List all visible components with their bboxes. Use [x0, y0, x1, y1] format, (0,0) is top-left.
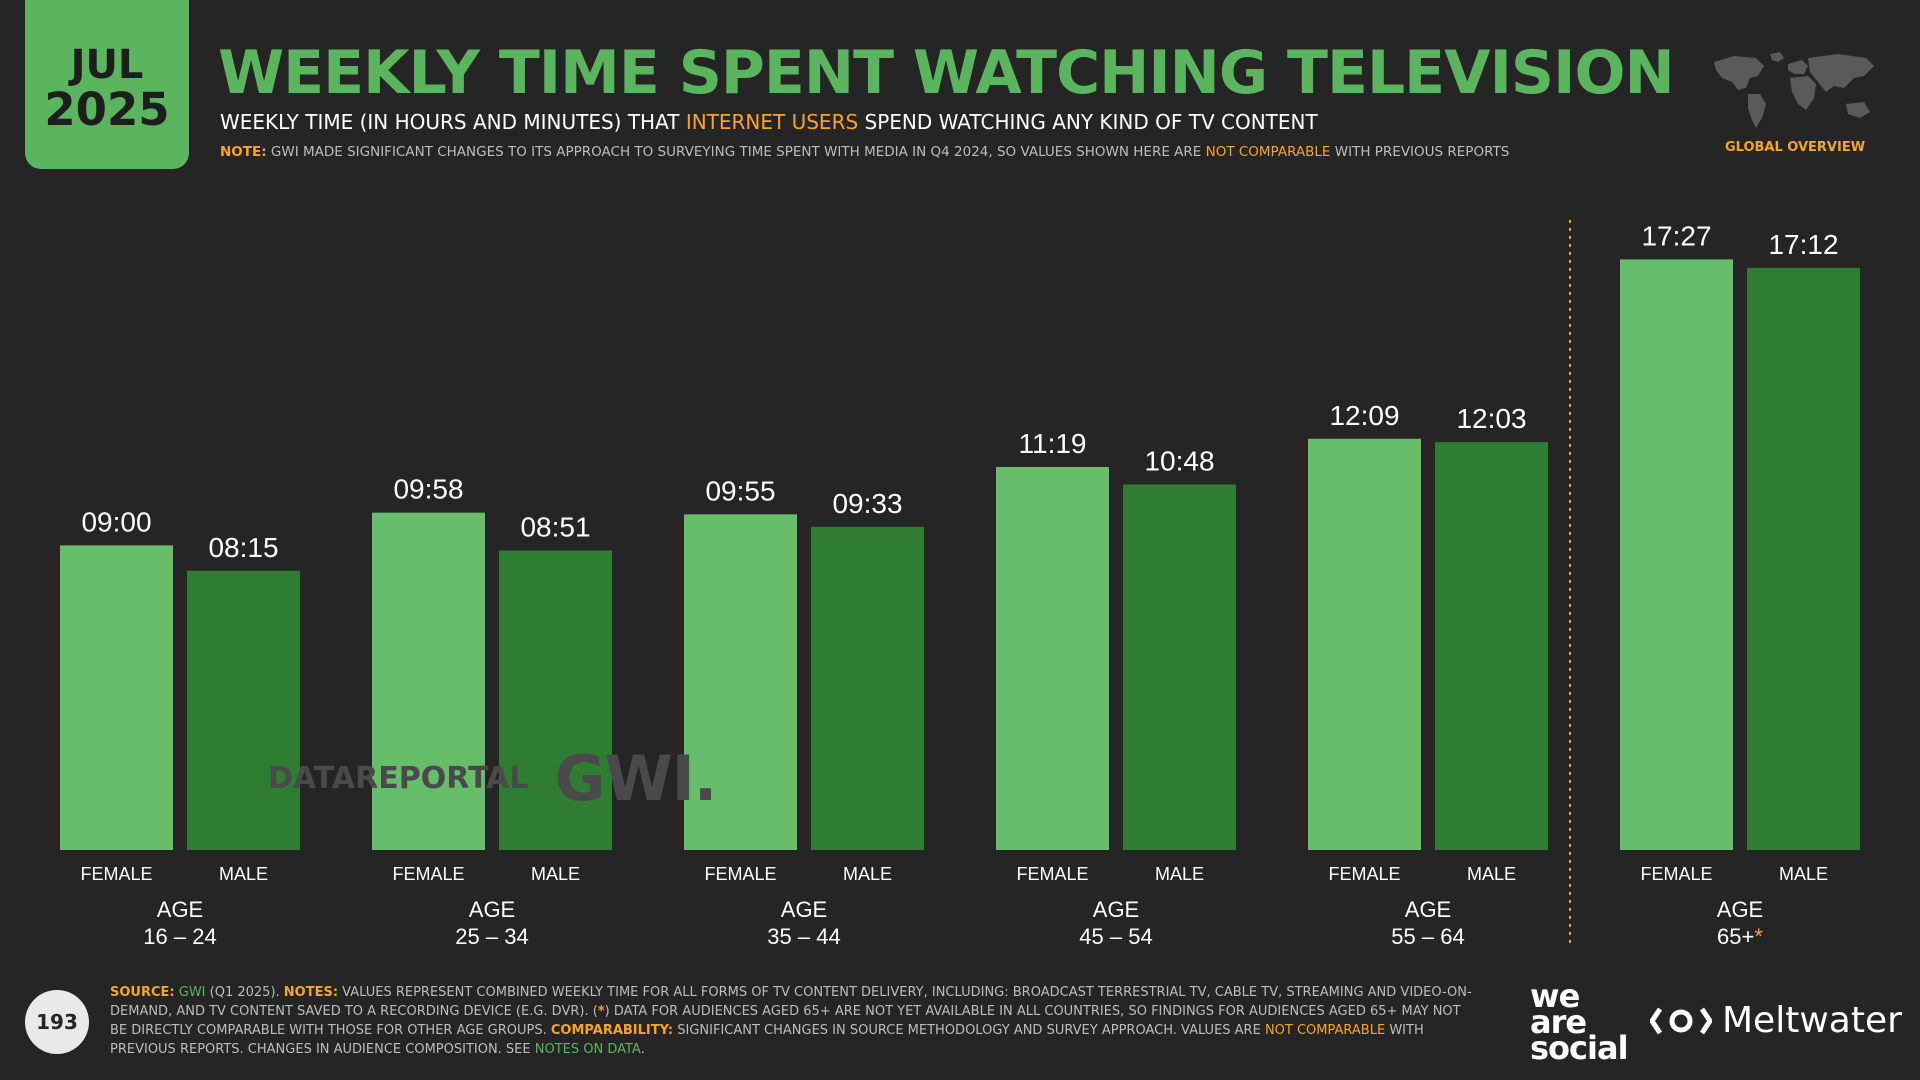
- age-category-5: 65+*: [1717, 924, 1763, 949]
- value-label-male-4: 12:03: [1456, 403, 1526, 434]
- meltwater-logo: Meltwater: [1650, 1000, 1902, 1041]
- comparability-text: SIGNIFICANT CHANGES IN SOURCE METHODOLOG…: [673, 1023, 1265, 1038]
- bar-male-3: [1123, 484, 1236, 850]
- note-label: NOTE:: [220, 144, 267, 160]
- page-subtitle: WEEKLY TIME (IN HOURS AND MINUTES) THAT …: [220, 110, 1318, 134]
- region-label: GLOBAL OVERVIEW: [1724, 140, 1866, 155]
- bar-male-1: [499, 550, 612, 850]
- bar-male-5: [1747, 267, 1860, 850]
- bar-female-1: [372, 512, 485, 850]
- comparability-post: WITH PREVIOUS REPORTS. CHANGES IN AUDIEN…: [110, 1023, 1424, 1057]
- bar-female-4: [1308, 438, 1421, 850]
- methodology-note: NOTE: GWI MADE SIGNIFICANT CHANGES TO IT…: [220, 144, 1509, 160]
- value-label-female-0: 09:00: [81, 506, 151, 537]
- footer-end: .: [640, 1042, 645, 1057]
- age-marker-star: *: [1754, 924, 1763, 949]
- bar-male-4: [1435, 442, 1548, 850]
- subtitle-post: SPEND WATCHING ANY KIND OF TV CONTENT: [858, 110, 1318, 134]
- subtitle-pre: WEEKLY TIME (IN HOURS AND MINUTES) THAT: [220, 110, 686, 134]
- value-label-female-3: 11:19: [1019, 428, 1087, 459]
- bar-male-2: [811, 526, 924, 850]
- series-label-female-0: FEMALE: [80, 864, 152, 884]
- notes-text: VALUES REPRESENT COMBINED WEEKLY TIME FO…: [110, 985, 1472, 1019]
- meltwater-icon: [1650, 1007, 1712, 1034]
- we-are-social-logo: we are social: [1530, 977, 1629, 1067]
- value-label-female-1: 09:58: [393, 474, 463, 505]
- watermark: DATAREPORTAL GWI.: [268, 742, 717, 815]
- subtitle-highlight: INTERNET USERS: [685, 110, 859, 134]
- age-category-4: 55 – 64: [1391, 924, 1464, 949]
- bar-female-2: [684, 514, 797, 850]
- series-label-male-2: MALE: [843, 864, 892, 884]
- meltwater-wordmark: Meltwater: [1722, 1000, 1902, 1041]
- notes-on-data-link[interactable]: NOTES ON DATA: [534, 1042, 641, 1057]
- was-line-2: are: [1530, 1003, 1587, 1041]
- value-label-male-3: 10:48: [1144, 445, 1214, 476]
- age-category-2: 35 – 44: [767, 924, 840, 949]
- source-label: SOURCE:: [110, 985, 175, 1000]
- series-label-female-1: FEMALE: [392, 864, 464, 884]
- bar-female-5: [1620, 259, 1733, 850]
- series-label-female-4: FEMALE: [1328, 864, 1400, 884]
- value-label-female-4: 12:09: [1329, 400, 1399, 431]
- footer-notes: SOURCE: GWI (Q1 2025). NOTES: VALUES REP…: [110, 983, 1480, 1059]
- value-label-male-2: 09:33: [832, 488, 902, 519]
- age-category-1: 25 – 34: [455, 924, 528, 949]
- series-label-female-3: FEMALE: [1016, 864, 1088, 884]
- notes-text-2: ) DATA FOR AUDIENCES AGED 65+ ARE NOT YE…: [110, 1004, 1461, 1038]
- value-label-male-1: 08:51: [520, 511, 590, 542]
- age-category-0: 16 – 24: [143, 924, 216, 949]
- series-label-male-3: MALE: [1155, 864, 1204, 884]
- notes-star: *: [597, 1004, 605, 1019]
- datareportal-watermark: DATAREPORTAL: [268, 761, 529, 796]
- note-post: WITH PREVIOUS REPORTS: [1330, 144, 1510, 160]
- age-prefix-1: AGE: [469, 897, 515, 922]
- series-label-male-4: MALE: [1467, 864, 1516, 884]
- value-label-female-2: 09:55: [705, 475, 775, 506]
- series-label-female-5: FEMALE: [1640, 864, 1712, 884]
- source-link[interactable]: GWI: [178, 985, 206, 1000]
- value-label-male-5: 17:12: [1768, 229, 1838, 260]
- series-label-male-0: MALE: [219, 864, 268, 884]
- series-label-male-5: MALE: [1779, 864, 1828, 884]
- page-number: 193: [25, 990, 89, 1054]
- series-label-female-2: FEMALE: [704, 864, 776, 884]
- series-label-male-1: MALE: [531, 864, 580, 884]
- badge-month: JUL: [70, 41, 144, 88]
- bar-female-0: [60, 545, 173, 850]
- page-title: WEEKLY TIME SPENT WATCHING TELEVISION: [218, 38, 1675, 108]
- was-line-3: social: [1530, 1029, 1629, 1067]
- bar-female-3: [996, 466, 1109, 850]
- value-label-male-0: 08:15: [208, 532, 278, 563]
- age-category-3: 45 – 54: [1079, 924, 1152, 949]
- was-line-1: we: [1530, 977, 1580, 1015]
- age-prefix-3: AGE: [1093, 897, 1139, 922]
- comparability-label: COMPARABILITY:: [550, 1023, 674, 1038]
- age-prefix-5: AGE: [1717, 897, 1763, 922]
- gwi-watermark: GWI.: [554, 742, 717, 815]
- note-highlight: NOT COMPARABLE: [1205, 144, 1331, 160]
- notes-label: NOTES:: [283, 985, 339, 1000]
- value-label-female-5: 17:27: [1641, 220, 1711, 251]
- bar-male-0: [187, 570, 300, 850]
- note-text: GWI MADE SIGNIFICANT CHANGES TO ITS APPR…: [266, 144, 1206, 160]
- date-badge: JUL 2025: [25, 0, 189, 169]
- age-prefix-0: AGE: [157, 897, 203, 922]
- source-period: (Q1 2025).: [205, 985, 284, 1000]
- badge-year: 2025: [44, 82, 170, 136]
- world-map-icon: [1714, 52, 1874, 128]
- comparability-highlight: NOT COMPARABLE: [1264, 1023, 1386, 1038]
- age-prefix-2: AGE: [781, 897, 827, 922]
- age-prefix-4: AGE: [1405, 897, 1451, 922]
